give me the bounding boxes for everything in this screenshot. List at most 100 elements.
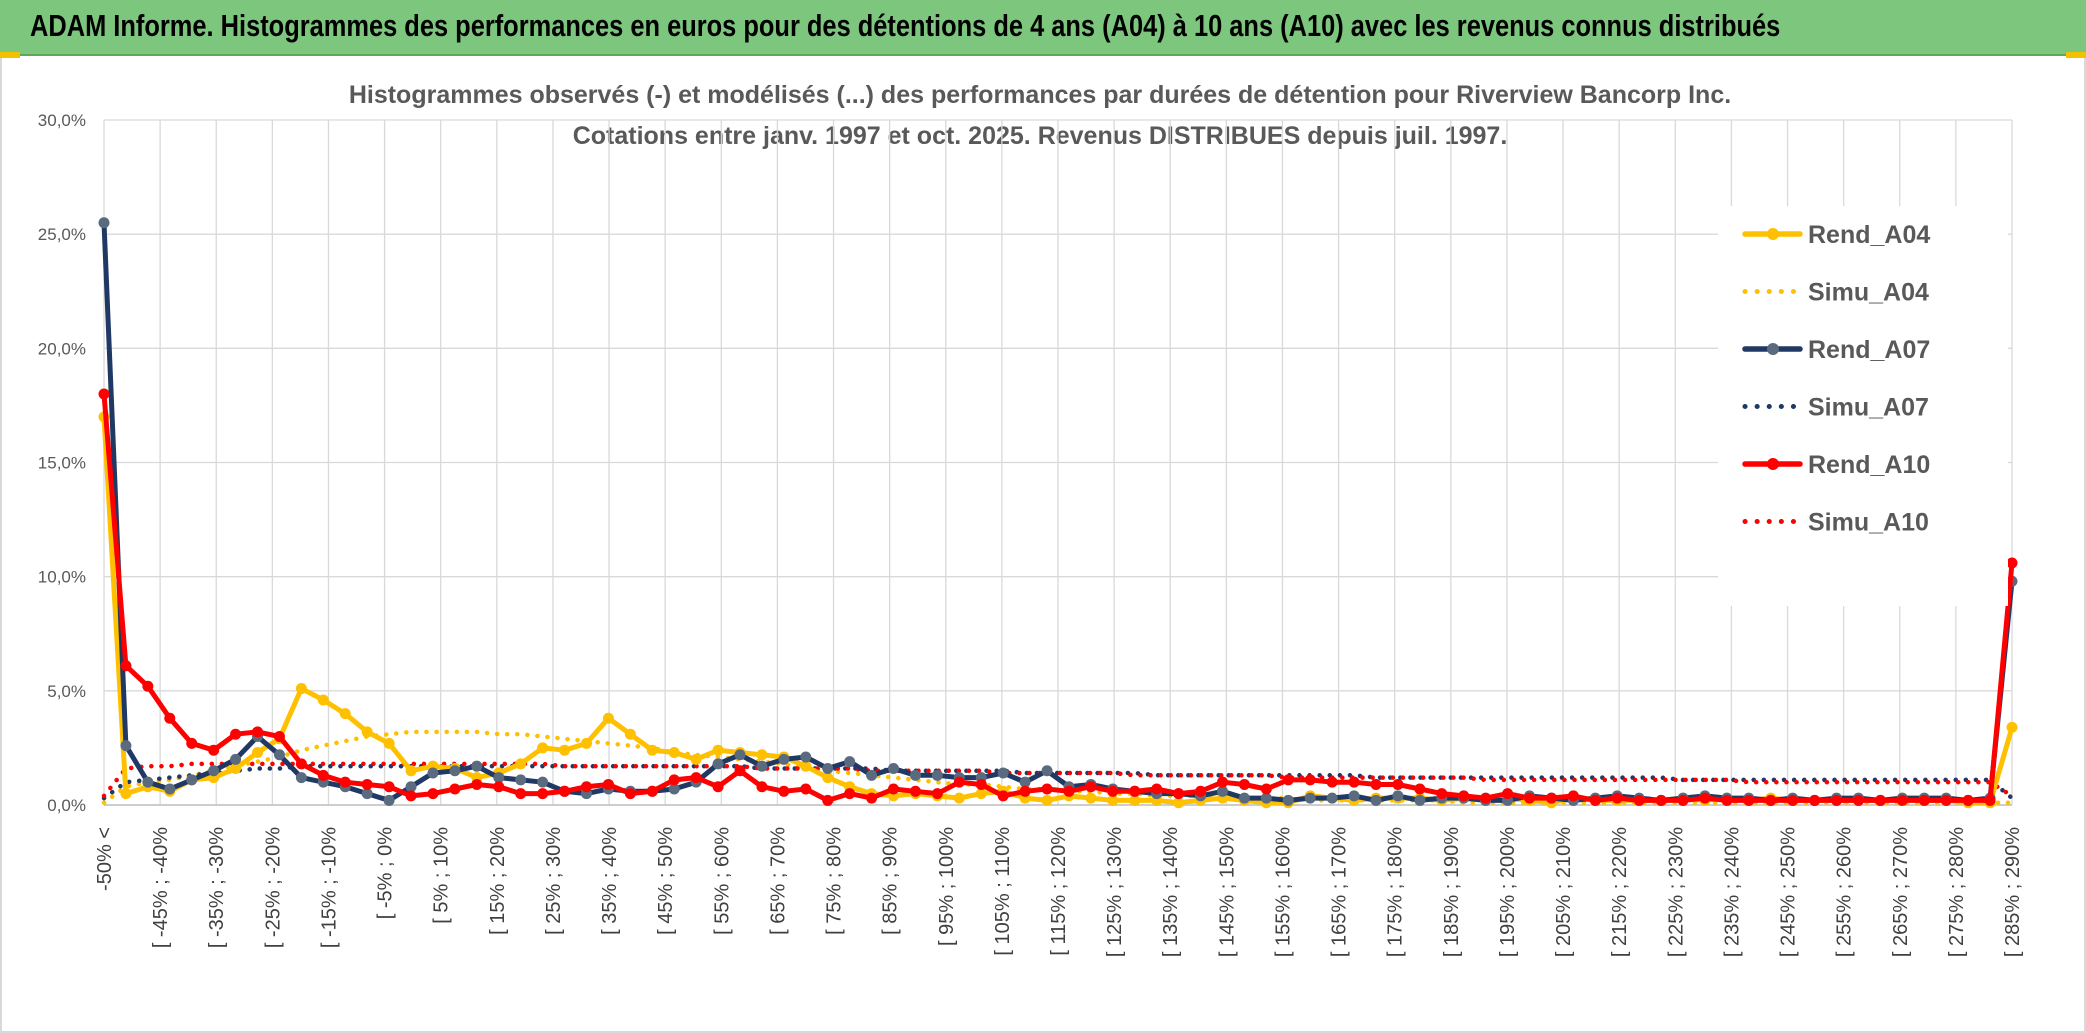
legend-box [1718,206,2008,606]
data-point [273,731,285,742]
data-point [1260,783,1272,795]
data-point [931,788,943,800]
x-tick-label: -50% < [94,827,116,891]
data-point [383,781,395,793]
data-point [1129,785,1141,797]
data-point [624,788,636,800]
data-point [405,790,417,802]
data-point [449,783,461,795]
data-point [1458,790,1470,802]
data-point [778,785,790,797]
data-point [1370,778,1382,790]
corner-marker [0,52,20,58]
y-tick-label: 20,0% [38,339,86,358]
data-point [1238,792,1250,804]
x-tick-label: [ 125% ; 130% [1104,827,1126,957]
data-point [1480,792,1492,804]
data-point [1107,785,1119,797]
x-tick-label: [ 105% ; 110% [992,827,1014,956]
data-point [120,788,132,800]
series-line-rend_a10 [101,391,2015,803]
data-point [339,776,351,788]
data-point [756,781,768,793]
data-point [252,746,264,758]
x-tick-label: [ -5% ; 0% [375,827,397,919]
data-point [142,680,154,692]
data-point [646,744,658,756]
x-tick-label: [ 175% ; 180% [1385,827,1407,957]
data-point [361,788,373,800]
data-point [1721,794,1733,806]
data-point [537,742,549,754]
report-banner: ADAM Informe. Histogrammes des performan… [0,0,2086,56]
data-point [1151,783,1163,795]
data-point [339,708,351,720]
data-point [690,772,702,784]
x-tick-label: [ 35% ; 40% [599,827,621,935]
x-tick-label: [ 55% ; 60% [711,827,733,935]
data-point [1173,797,1185,809]
data-point [1809,794,1821,806]
data-point [1041,765,1053,777]
data-point [580,737,592,749]
data-point [822,772,834,784]
x-tick-label: [ 5% ; 10% [431,827,453,924]
data-point [2006,721,2018,733]
data-point [953,776,965,788]
data-point [427,788,439,800]
data-point [734,749,746,761]
data-point [559,744,571,756]
data-point [208,744,220,756]
data-point [1567,790,1579,802]
data-point [1282,774,1294,786]
data-point [866,792,878,804]
data-point [471,778,483,790]
data-point [1107,794,1119,806]
x-tick-label: [ 215% ; 220% [1609,827,1631,957]
data-point [1304,792,1316,804]
x-tick-label: [ 255% ; 260% [1834,827,1856,957]
data-point [120,740,132,752]
data-point [756,760,768,772]
x-tick-label: [ 75% ; 80% [824,827,846,935]
data-point [1589,794,1601,806]
data-point [559,785,571,797]
data-point [1085,781,1097,793]
data-point [493,772,505,784]
data-point [98,217,110,229]
x-tick-label: [ 235% ; 240% [1721,827,1743,957]
x-tick-label: [ -15% ; -10% [318,827,340,948]
data-point [1611,792,1623,804]
series-line-simu_a10 [101,761,2015,799]
banner-title: ADAM Informe. Histogrammes des performan… [30,8,1781,43]
data-point [186,737,198,749]
data-point [734,765,746,777]
data-point [295,758,307,770]
legend-marker [1767,458,1779,470]
x-tick-label: [ 205% ; 210% [1553,827,1575,957]
data-point [515,758,527,770]
data-point [1852,794,1864,806]
data-point [1699,792,1711,804]
data-point [1304,774,1316,786]
data-point [295,683,307,695]
data-point [208,765,220,777]
data-point [800,783,812,795]
data-point [997,767,1009,779]
data-point [537,776,549,788]
data-point [975,788,987,800]
data-point [931,769,943,781]
data-point [515,788,527,800]
data-point [646,785,658,797]
data-point [1216,785,1228,797]
data-point [1260,792,1272,804]
data-point [1831,794,1843,806]
data-point [1216,776,1228,788]
data-point [2006,557,2018,569]
data-point [1085,792,1097,804]
data-point [953,792,965,804]
chart-area: Histogrammes observés (-) et modélisés (… [38,81,2024,957]
data-point [1765,794,1777,806]
data-point [844,788,856,800]
data-point [1326,776,1338,788]
